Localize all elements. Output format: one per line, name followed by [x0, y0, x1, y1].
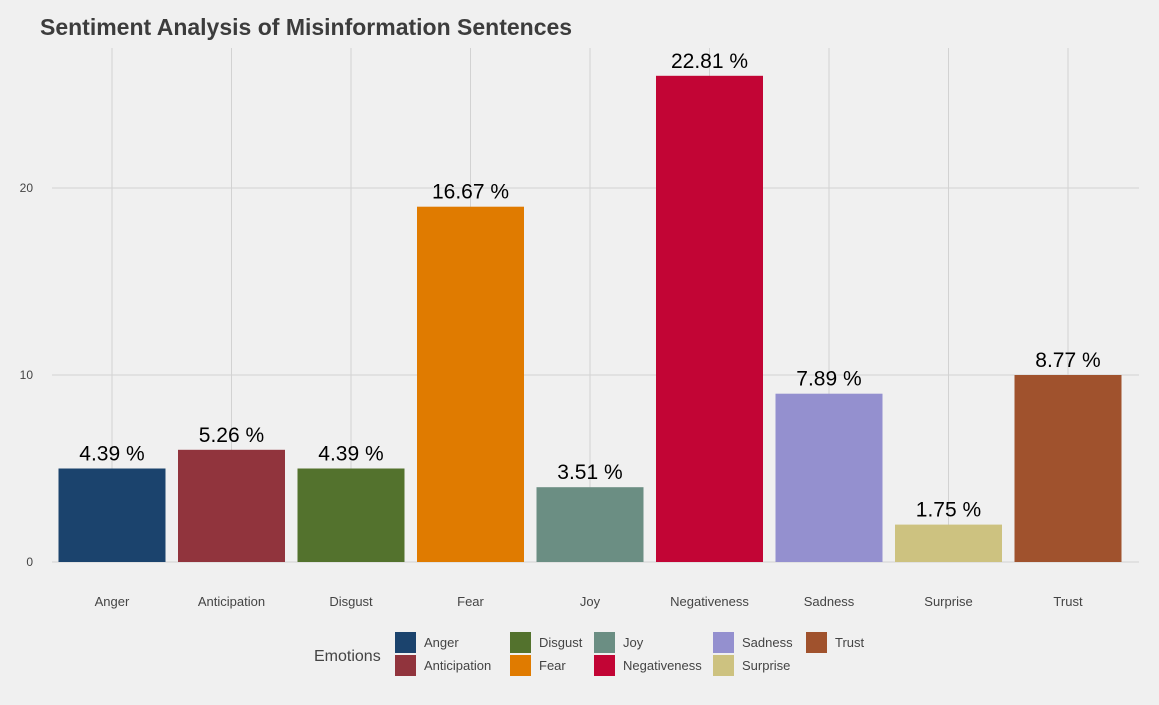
bar-sadness [775, 393, 883, 562]
legend-swatch [594, 655, 615, 676]
value-label: 1.75 % [916, 499, 981, 522]
legend-swatch [395, 655, 416, 676]
legend-label: Anticipation [424, 658, 492, 673]
legend: Emotions Anger Anticipation Disgust Fear Joy… [0, 630, 1159, 680]
x-tick-label: Negativeness [670, 594, 749, 609]
legend-label: Trust [835, 635, 865, 650]
chart-title: Sentiment Analysis of Misinformation Sen… [40, 14, 573, 40]
value-labels: 4.39 % 5.26 % 4.39 % 16.67 % 3.51 % 22.81 % 7.… [79, 50, 1100, 522]
legend-label: Fear [539, 658, 566, 673]
legend-swatch [510, 632, 531, 653]
y-tick-label: 10 [20, 368, 34, 382]
legend-label: Disgust [539, 635, 583, 650]
bars [58, 75, 1122, 563]
bar-joy [536, 487, 644, 562]
legend-title: Emotions [314, 648, 381, 665]
value-label: 4.39 % [318, 443, 383, 466]
bar-chart: 0 10 20 4.39 % 5.26 % 4.39 % 16.67 % 3.51 % 22.… [20, 48, 1139, 609]
value-label: 5.26 % [199, 424, 264, 447]
y-axis-ticks: 0 10 20 [20, 181, 34, 569]
legend-label: Sadness [742, 635, 793, 650]
value-label: 7.89 % [796, 368, 861, 391]
value-label: 16.67 % [432, 181, 509, 204]
value-label: 8.77 % [1035, 349, 1100, 372]
x-tick-label: Trust [1053, 594, 1083, 609]
x-tick-label: Anger [95, 594, 130, 609]
x-tick-label: Sadness [804, 594, 855, 609]
y-tick-label: 20 [20, 181, 34, 195]
bar-surprise [895, 524, 1002, 562]
x-tick-label: Surprise [924, 594, 972, 609]
bar-anticipation [178, 449, 285, 562]
value-label: 22.81 % [671, 50, 748, 73]
legend-label: Joy [623, 635, 644, 650]
x-tick-label: Joy [580, 594, 601, 609]
x-tick-label: Fear [457, 594, 484, 609]
legend-swatch [594, 632, 615, 653]
legend-label: Negativeness [623, 658, 702, 673]
legend-swatch [395, 632, 416, 653]
legend-label: Anger [424, 635, 459, 650]
x-tick-label: Disgust [329, 594, 373, 609]
bar-trust [1014, 375, 1122, 562]
legend-label: Surprise [742, 658, 791, 673]
bar-anger [58, 468, 166, 562]
bar-fear [417, 206, 524, 562]
legend-swatch [806, 632, 827, 653]
value-label: 4.39 % [79, 443, 144, 466]
legend-swatch [713, 632, 734, 653]
bar-negativeness [656, 75, 763, 563]
bar-disgust [297, 468, 405, 562]
x-tick-label: Anticipation [198, 594, 265, 609]
legend-swatch [713, 655, 734, 676]
legend-swatch [510, 655, 531, 676]
y-tick-label: 0 [26, 555, 33, 569]
x-axis-ticks: Anger Anticipation Disgust Fear Joy Negativen… [95, 594, 1083, 609]
value-label: 3.51 % [557, 461, 622, 484]
